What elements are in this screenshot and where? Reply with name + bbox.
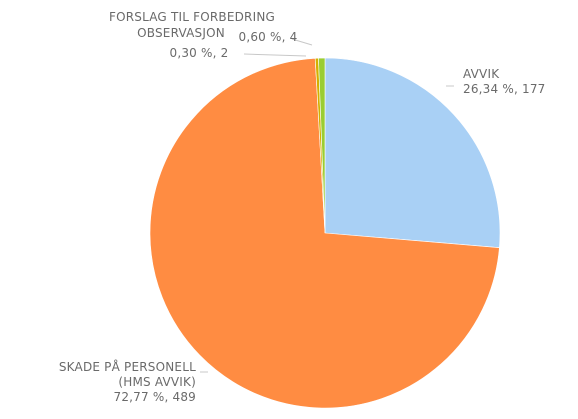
leader-line-3	[291, 38, 313, 46]
slice-label-name-3: FORSLAG TIL FORBEDRING	[109, 10, 275, 24]
slice-label-name-2: OBSERVASJON	[137, 26, 225, 40]
leader-lines	[200, 38, 454, 373]
slice-label-value-1: 72,77 %, 489	[113, 390, 196, 404]
leader-line-2	[243, 53, 307, 57]
pie-slice-1	[149, 57, 500, 409]
slice-label-name-0: AVVIK	[463, 67, 500, 81]
pie-slice-3	[318, 57, 326, 234]
slice-label-value-0: 26,34 %, 177	[463, 82, 546, 96]
pie-slice-0	[324, 57, 501, 249]
slice-label-value-3: 0,60 %, 4	[239, 30, 298, 44]
slice-label-name-1a: SKADE PÅ PERSONELL	[59, 359, 196, 374]
slice-label-name-1b: (HMS AVVIK)	[118, 375, 196, 389]
pie-slices	[149, 57, 501, 409]
slice-label-value-2: 0,30 %, 2	[170, 46, 229, 60]
